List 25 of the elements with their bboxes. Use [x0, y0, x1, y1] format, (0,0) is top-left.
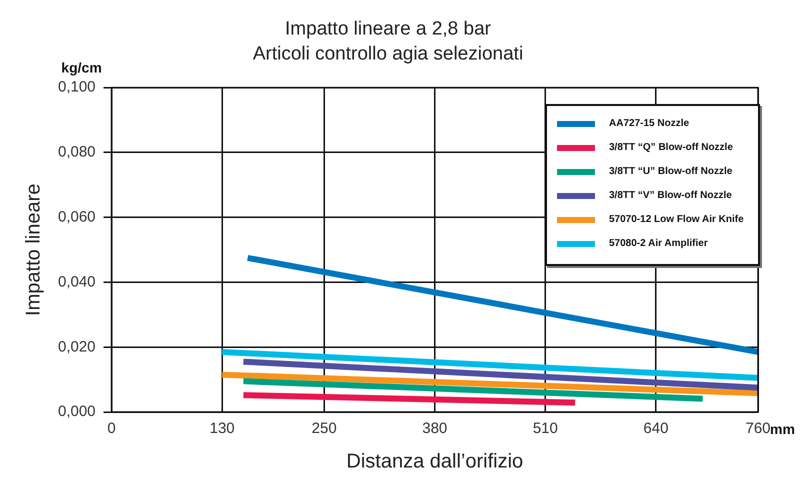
x-tick-label: 760 [745, 420, 771, 438]
x-axis-title: Distanza dall’orifizio [346, 450, 524, 473]
x-tick-label: 380 [422, 420, 448, 438]
x-tick-label: 640 [643, 420, 668, 438]
legend-label: 3/8TT “V” Blow-off Nozzle [609, 190, 732, 202]
x-tick-label: 510 [532, 420, 558, 438]
legend-label: 57070-12 Low Flow Air Knife [609, 214, 744, 226]
x-tick-label: 0 [107, 420, 116, 438]
legend-label: AA727-15 Nozzle [609, 118, 690, 130]
y-tick-label: 0,080 [58, 144, 96, 161]
chart-title: Impatto lineare a 2,8 bar [285, 18, 492, 40]
legend-label: 3/8TT “U” Blow-off Nozzle [609, 166, 732, 178]
y-tick-label: 0,020 [58, 338, 96, 356]
y-tick-label: 0,060 [58, 208, 96, 226]
legend-label: 57080-2 Air Amplifier [609, 238, 708, 250]
legend-label: 3/8TT “Q” Blow-off Nozzle [609, 142, 733, 154]
y-axis-title: Impatto lineare [22, 184, 45, 316]
text: kg/cm [61, 59, 102, 76]
chart-subtitle: Articoli controllo agia selezionati [252, 43, 524, 64]
x-tick-label: 250 [312, 420, 337, 438]
x-tick-label: 130 [210, 420, 235, 438]
y-tick-label: 0,100 [58, 78, 96, 96]
y-tick-label: 0,040 [58, 273, 96, 290]
y-tick-label: 0,000 [58, 403, 96, 420]
text: mm [770, 420, 795, 437]
